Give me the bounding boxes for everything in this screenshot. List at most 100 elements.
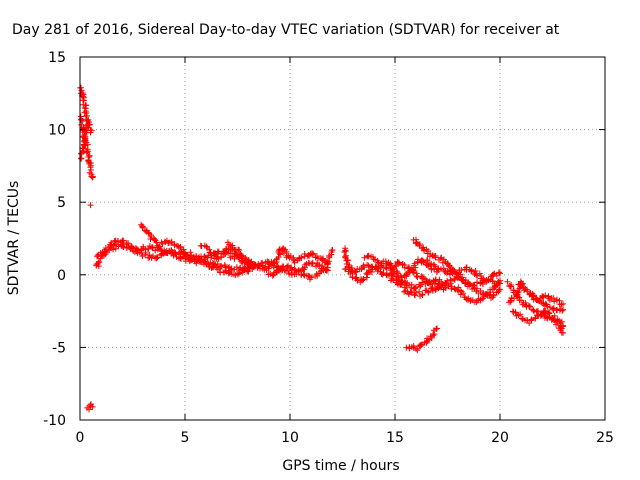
data-point (308, 274, 315, 281)
data-point (419, 291, 426, 298)
x-axis-label: GPS time / hours (282, 458, 399, 474)
data-point (397, 281, 404, 288)
data-point (156, 243, 163, 250)
data-point (324, 264, 331, 271)
data-point (446, 262, 453, 269)
data-point (342, 253, 349, 260)
data-point (439, 259, 446, 266)
data-point (235, 268, 242, 275)
data-point (177, 243, 184, 250)
data-point (541, 308, 548, 315)
x-tick-label: 5 (181, 430, 190, 446)
y-tick-label: -5 (52, 340, 66, 356)
y-axis-label: SDTVAR / TECUs (6, 181, 22, 296)
data-point (318, 256, 325, 263)
grid-lines (80, 57, 605, 420)
data-point (560, 322, 566, 329)
data-point (119, 237, 126, 244)
data-point (419, 275, 426, 282)
y-tick-label: 0 (57, 268, 66, 284)
data-point (292, 267, 299, 274)
data-point (222, 267, 229, 274)
data-point (361, 254, 368, 261)
data-point (86, 152, 93, 159)
data-point (424, 257, 431, 264)
data-point (504, 278, 511, 285)
data-point (213, 250, 220, 257)
data-point (180, 246, 187, 253)
data-point (94, 252, 101, 259)
data-point (546, 313, 553, 320)
data-point (460, 290, 467, 297)
data-point (168, 238, 175, 245)
chart-title: Day 281 of 2016, Sidereal Day-to-day VTE… (12, 22, 560, 38)
data-point (247, 259, 254, 266)
data-point (542, 292, 549, 299)
y-tick-label: -10 (43, 413, 66, 429)
x-tick-label: 15 (386, 430, 404, 446)
data-point (507, 283, 514, 290)
data-point (560, 329, 566, 336)
data-point (347, 270, 354, 277)
data-point (371, 256, 378, 263)
data-point (205, 263, 212, 270)
data-point (401, 264, 408, 271)
data-point (413, 272, 420, 279)
data-point (519, 280, 526, 287)
data-point (145, 245, 152, 252)
data-point (155, 244, 162, 251)
data-point (546, 310, 553, 317)
data-point (418, 342, 425, 349)
data-point (96, 258, 103, 265)
data-point (415, 256, 422, 263)
data-point (495, 269, 502, 276)
data-point (365, 262, 372, 269)
data-point (466, 281, 473, 288)
data-point (513, 289, 520, 296)
data-point (457, 271, 464, 278)
data-point (398, 273, 405, 280)
data-point (427, 281, 434, 288)
data-point (479, 295, 486, 302)
data-point (435, 285, 442, 292)
data-point (345, 257, 352, 264)
data-point (120, 243, 127, 250)
data-point (525, 302, 532, 309)
data-point (171, 249, 178, 256)
data-point (528, 292, 535, 299)
data-points (77, 84, 566, 413)
data-point (420, 259, 427, 266)
data-point (482, 277, 489, 284)
data-point (99, 252, 106, 259)
data-point (388, 275, 395, 282)
data-point (363, 270, 370, 277)
data-point (448, 268, 455, 275)
data-point (559, 307, 566, 314)
data-point (558, 318, 565, 325)
data-point (414, 347, 421, 354)
data-point (537, 312, 544, 319)
data-point (154, 254, 161, 261)
data-point (490, 291, 497, 298)
data-point (457, 287, 464, 294)
data-point (445, 283, 452, 290)
data-point (553, 321, 560, 328)
x-tick-labels: 0 5 10 15 20 25 (76, 430, 614, 446)
data-point (342, 245, 349, 252)
data-point (518, 315, 525, 322)
data-point (383, 271, 390, 278)
data-point (110, 242, 117, 249)
data-point (203, 243, 210, 250)
data-point (168, 239, 175, 246)
data-point (245, 268, 252, 275)
data-point (233, 264, 240, 271)
data-point (497, 286, 503, 293)
data-point (416, 288, 423, 295)
data-point (447, 278, 454, 285)
data-point (401, 284, 408, 291)
data-point (490, 271, 497, 278)
data-point (83, 127, 90, 134)
data-point (395, 260, 402, 267)
data-point (152, 247, 159, 254)
data-point (119, 243, 126, 250)
